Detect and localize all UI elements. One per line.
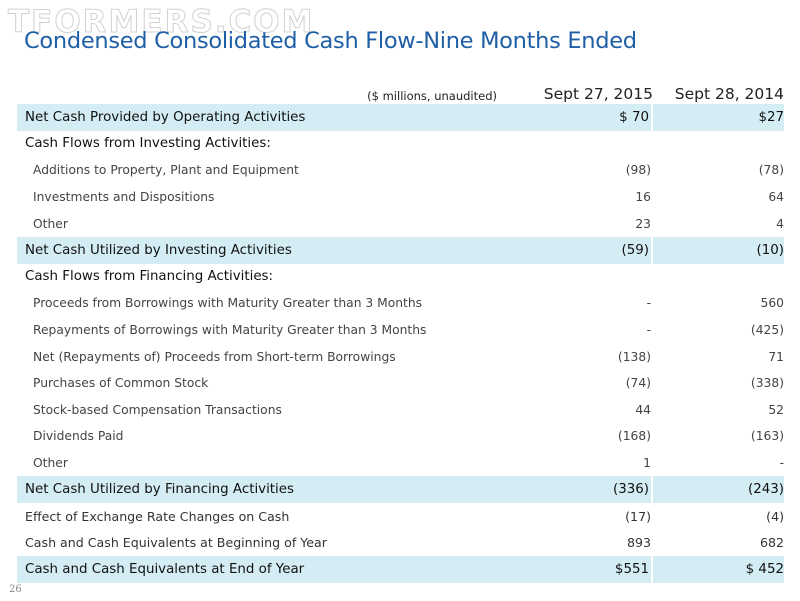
value-2014: 71 bbox=[768, 349, 784, 364]
value-2015: 44 bbox=[635, 402, 651, 417]
value-2015: - bbox=[646, 323, 651, 338]
value-2015: 23 bbox=[635, 216, 651, 231]
table-row: Other 23 4 bbox=[17, 210, 784, 237]
table-row: Proceeds from Borrowings with Maturity G… bbox=[17, 290, 784, 317]
table-row: Purchases of Common Stock (74) (338) bbox=[17, 370, 784, 397]
value-2014: 64 bbox=[768, 190, 784, 205]
value-2014: (425) bbox=[750, 323, 784, 338]
row-label: Net Cash Provided by Operating Activitie… bbox=[25, 109, 306, 125]
row-label: Effect of Exchange Rate Changes on Cash bbox=[25, 508, 290, 524]
value-2015: (59) bbox=[507, 236, 653, 264]
row-label: Net Cash Utilized by Financing Activitie… bbox=[25, 482, 294, 498]
row-label: Purchases of Common Stock bbox=[33, 376, 209, 391]
page-number: 26 bbox=[9, 584, 22, 595]
value-2015: (168) bbox=[617, 429, 651, 444]
units-label: ($ millions, unaudited) bbox=[367, 89, 497, 103]
value-2014: 682 bbox=[759, 535, 784, 551]
table-row: Net (Repayments of) Proceeds from Short-… bbox=[17, 343, 784, 370]
total-row: Net Cash Utilized by Investing Activitie… bbox=[17, 236, 785, 264]
section-header-row: Cash Flows from Financing Activities: bbox=[17, 264, 784, 291]
table-row: Cash and Cash Equivalents at Beginning o… bbox=[17, 530, 784, 557]
table-row: Effect of Exchange Rate Changes on Cash (… bbox=[17, 503, 784, 530]
value-2015: (336) bbox=[507, 476, 653, 503]
value-2014: (78) bbox=[758, 163, 784, 178]
total-row: Net Cash Utilized by Financing Activitie… bbox=[17, 476, 784, 503]
total-row: Net Cash Provided by Operating Activitie… bbox=[17, 104, 784, 131]
row-label: Cash and Cash Equivalents at End of Year bbox=[25, 561, 305, 577]
section-header-row: Cash Flows from Investing Activities: bbox=[17, 131, 784, 158]
total-row: Cash and Cash Equivalents at End of Year… bbox=[17, 556, 784, 583]
value-2015: 893 bbox=[626, 535, 651, 551]
table-row: Repayments of Borrowings with Maturity G… bbox=[17, 317, 784, 344]
row-label: Cash Flows from Financing Activities: bbox=[25, 269, 274, 285]
row-label: Net (Repayments of) Proceeds from Short-… bbox=[33, 349, 396, 364]
value-2014: (338) bbox=[750, 376, 784, 391]
value-2015 bbox=[507, 264, 653, 291]
value-2014 bbox=[653, 131, 784, 158]
row-label: Other bbox=[33, 456, 68, 471]
slide-title: Condensed Consolidated Cash Flow-Nine Mo… bbox=[24, 28, 637, 54]
value-2015: (17) bbox=[625, 508, 651, 524]
value-2014 bbox=[653, 264, 784, 291]
value-2015: 1 bbox=[643, 456, 651, 471]
table-row: Other 1 - bbox=[17, 450, 784, 477]
row-label: Cash and Cash Equivalents at Beginning o… bbox=[25, 535, 327, 551]
row-label: Net Cash Utilized by Investing Activitie… bbox=[25, 242, 292, 258]
period-header-2015: Sept 27, 2015 bbox=[543, 85, 653, 103]
row-label: Additions to Property, Plant and Equipme… bbox=[33, 163, 299, 178]
table-row: Stock-based Compensation Transactions 44 5… bbox=[17, 397, 784, 424]
row-label: Stock-based Compensation Transactions bbox=[33, 402, 282, 417]
value-2015: $551 bbox=[507, 556, 653, 583]
value-2014: (163) bbox=[750, 429, 784, 444]
value-2015: (74) bbox=[625, 376, 651, 391]
value-2014: $27 bbox=[758, 109, 784, 125]
value-2014: (10) bbox=[756, 242, 785, 258]
row-label: Dividends Paid bbox=[33, 429, 124, 444]
row-label: Repayments of Borrowings with Maturity G… bbox=[33, 323, 427, 338]
table-row: Dividends Paid (168) (163) bbox=[17, 423, 784, 450]
row-label: Proceeds from Borrowings with Maturity G… bbox=[33, 296, 423, 311]
cash-flow-table: Net Cash Provided by Operating Activitie… bbox=[17, 104, 784, 583]
table-row: Investments and Dispositions 16 64 bbox=[17, 184, 784, 211]
value-2014: $ 452 bbox=[745, 561, 784, 577]
value-2015: (98) bbox=[625, 163, 651, 178]
value-2015: 16 bbox=[635, 190, 651, 205]
value-2014: (243) bbox=[747, 482, 784, 498]
value-2014: 560 bbox=[760, 296, 784, 311]
row-label: Investments and Dispositions bbox=[33, 190, 215, 205]
value-2015 bbox=[507, 131, 653, 158]
value-2015: $ 70 bbox=[507, 104, 653, 131]
row-label: Cash Flows from Investing Activities: bbox=[25, 136, 271, 152]
value-2014: - bbox=[779, 456, 784, 471]
value-2014: 52 bbox=[768, 402, 784, 417]
value-2015: - bbox=[646, 296, 651, 311]
value-2015: (138) bbox=[617, 349, 651, 364]
value-2014: (4) bbox=[766, 508, 784, 524]
table-row: Additions to Property, Plant and Equipme… bbox=[17, 157, 784, 184]
watermark: TFORMERS.COM bbox=[8, 4, 315, 41]
row-label: Other bbox=[33, 216, 68, 231]
period-header-2014: Sept 28, 2014 bbox=[674, 85, 784, 103]
value-2014: 4 bbox=[776, 216, 784, 231]
